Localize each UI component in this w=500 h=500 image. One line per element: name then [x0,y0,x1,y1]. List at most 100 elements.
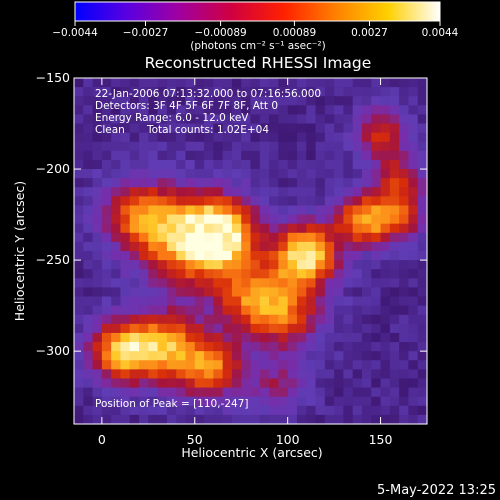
heatmap-cell [222,87,233,97]
heatmap-cell [408,214,419,225]
heatmap-cell [315,360,326,370]
heatmap-cell [92,169,103,179]
heatmap-cell [380,196,391,207]
heatmap-cell [176,141,187,152]
heatmap-cell [166,87,177,97]
heatmap-cell [361,342,372,352]
heatmap-cell [324,296,335,307]
heatmap-cell [269,369,279,380]
heatmap-cell [185,232,196,243]
heatmap-cell [371,332,382,343]
heatmap-cell [399,360,410,370]
heatmap-cell [361,287,372,298]
heatmap-cell [83,78,94,88]
heatmap-cell [269,332,279,343]
heatmap-cell [250,105,261,116]
heatmap-cell [269,296,279,307]
heatmap-cell [92,141,103,152]
heatmap-cell [111,214,122,225]
heatmap-cell [231,78,242,88]
heatmap-cell [371,169,382,179]
heatmap-cell [389,351,400,361]
heatmap-cell [417,187,428,197]
heatmap-cell [129,205,140,216]
heatmap-cell [157,414,168,425]
heatmap-cell [250,378,261,389]
heatmap-cell [250,187,261,197]
heatmap-cell [120,187,131,197]
heatmap-cell [148,305,159,316]
heatmap-cell [324,178,335,188]
heatmap-cell [139,323,149,334]
heatmap-cell [315,378,326,389]
heatmap-cell [101,159,112,170]
heatmap-cell [296,123,307,134]
heatmap-cell [194,132,205,143]
heatmap-cell [74,251,84,261]
heatmap-cell [148,323,159,334]
heatmap-cell [157,223,168,234]
heatmap-cell [408,159,419,170]
heatmap-cell [129,260,140,270]
heatmap-cell [166,214,177,225]
heatmap-cell [306,251,317,261]
heatmap-cell [204,251,214,261]
heatmap-cell [399,260,410,270]
heatmap-cell [176,360,187,370]
heatmap-cell [176,87,187,97]
heatmap-cell [231,305,242,316]
heatmap-cell [389,78,400,88]
heatmap-cell [306,351,317,361]
heatmap-cell [278,369,289,380]
heatmap-cell [352,96,363,106]
heatmap-cell [306,187,317,197]
heatmap-cell [278,351,289,361]
heatmap-cell [380,78,391,88]
heatmap-cell [222,287,233,298]
heatmap-cell [92,378,103,389]
heatmap-cell [334,159,344,170]
heatmap-cell [111,351,122,361]
heatmap-cell [120,378,131,389]
heatmap-cell [296,187,307,197]
heatmap-cell [380,342,391,352]
heatmap-cell [231,159,242,170]
heatmap-cell [399,105,410,116]
heatmap-cell [148,223,159,234]
heatmap-cell [231,269,242,279]
heatmap-cell [148,332,159,343]
heatmap-cell [306,296,317,307]
heatmap-cell [194,414,205,425]
heatmap-cell [231,196,242,207]
heatmap-cell [306,96,317,106]
heatmap-cell [204,141,214,152]
heatmap-cell [315,314,326,325]
heatmap-cell [185,178,196,188]
heatmap-cell [417,241,428,252]
heatmap-cell [74,159,84,170]
heatmap-cell [306,214,317,225]
heatmap-cell [296,387,307,398]
heatmap-cell [296,150,307,161]
heatmap-cell [296,232,307,243]
heatmap-cell [334,260,344,270]
heatmap-cell [399,205,410,216]
heatmap-cell [92,232,103,243]
heatmap-cell [148,405,159,416]
heatmap-cell [306,196,317,207]
heatmap-cell [157,241,168,252]
heatmap-cell [74,132,84,143]
heatmap-cell [185,287,196,298]
heatmap-cell [204,332,214,343]
heatmap-cell [129,196,140,207]
heatmap-cell [74,87,84,97]
heatmap-cell [399,305,410,316]
heatmap-cell [334,251,344,261]
heatmap-cell [74,360,84,370]
heatmap-cell [315,105,326,116]
heatmap-cell [222,105,233,116]
heatmap-cell [315,178,326,188]
heatmap-cell [296,78,307,88]
heatmap-cell [287,187,298,197]
heatmap-cell [194,196,205,207]
